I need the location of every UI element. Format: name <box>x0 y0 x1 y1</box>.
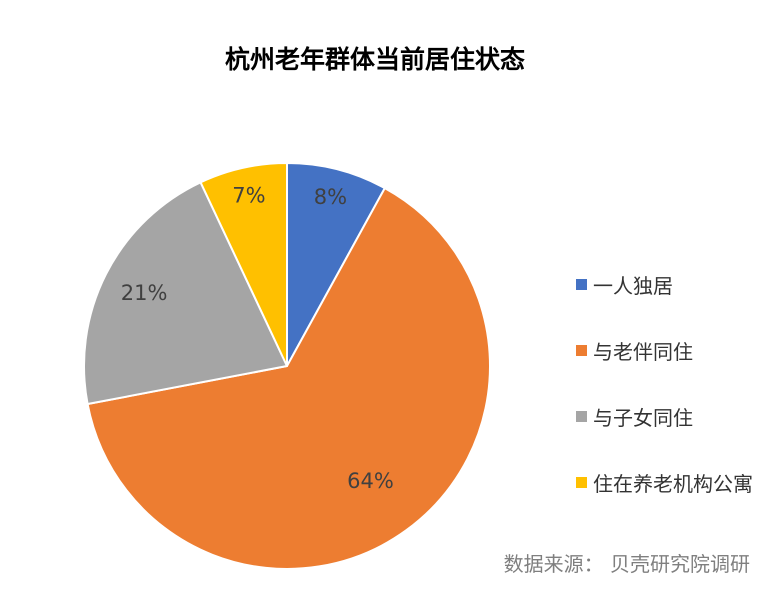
pie-slice-solo <box>286 162 386 367</box>
pie-slice-spouse <box>86 187 491 570</box>
legend-label-solo: 一人独居 <box>593 274 673 298</box>
legend-swatch-solo <box>576 279 587 290</box>
legend-swatch-care-home <box>576 477 587 488</box>
pie-slices <box>83 162 491 570</box>
legend-label-spouse: 与老伴同住 <box>593 340 693 364</box>
source-note: 数据来源： 贝壳研究院调研 <box>503 552 750 576</box>
legend: 一人独居 与老伴同住 与子女同住 住在养老机构公寓 <box>576 268 753 532</box>
legend-item-care-home: 住在养老机构公寓 <box>576 466 753 499</box>
legend-label-care-home: 住在养老机构公寓 <box>593 472 753 496</box>
data-label-solo: 8% <box>314 185 347 209</box>
pie-data-labels: 8% 64% 21% 7% <box>121 184 394 493</box>
legend-label-children: 与子女同住 <box>593 406 693 430</box>
legend-swatch-children <box>576 411 587 422</box>
pie-slice-children <box>83 181 288 406</box>
data-label-spouse: 64% <box>347 469 394 493</box>
data-label-care-home: 7% <box>232 184 265 208</box>
legend-item-spouse: 与老伴同住 <box>576 334 753 367</box>
legend-swatch-spouse <box>576 345 587 356</box>
legend-item-solo: 一人独居 <box>576 268 753 301</box>
data-label-children: 21% <box>121 281 168 305</box>
chart-title: 杭州老年群体当前居住状态 <box>224 45 525 74</box>
legend-item-children: 与子女同住 <box>576 400 753 433</box>
pie-slice-care-home <box>199 162 288 367</box>
